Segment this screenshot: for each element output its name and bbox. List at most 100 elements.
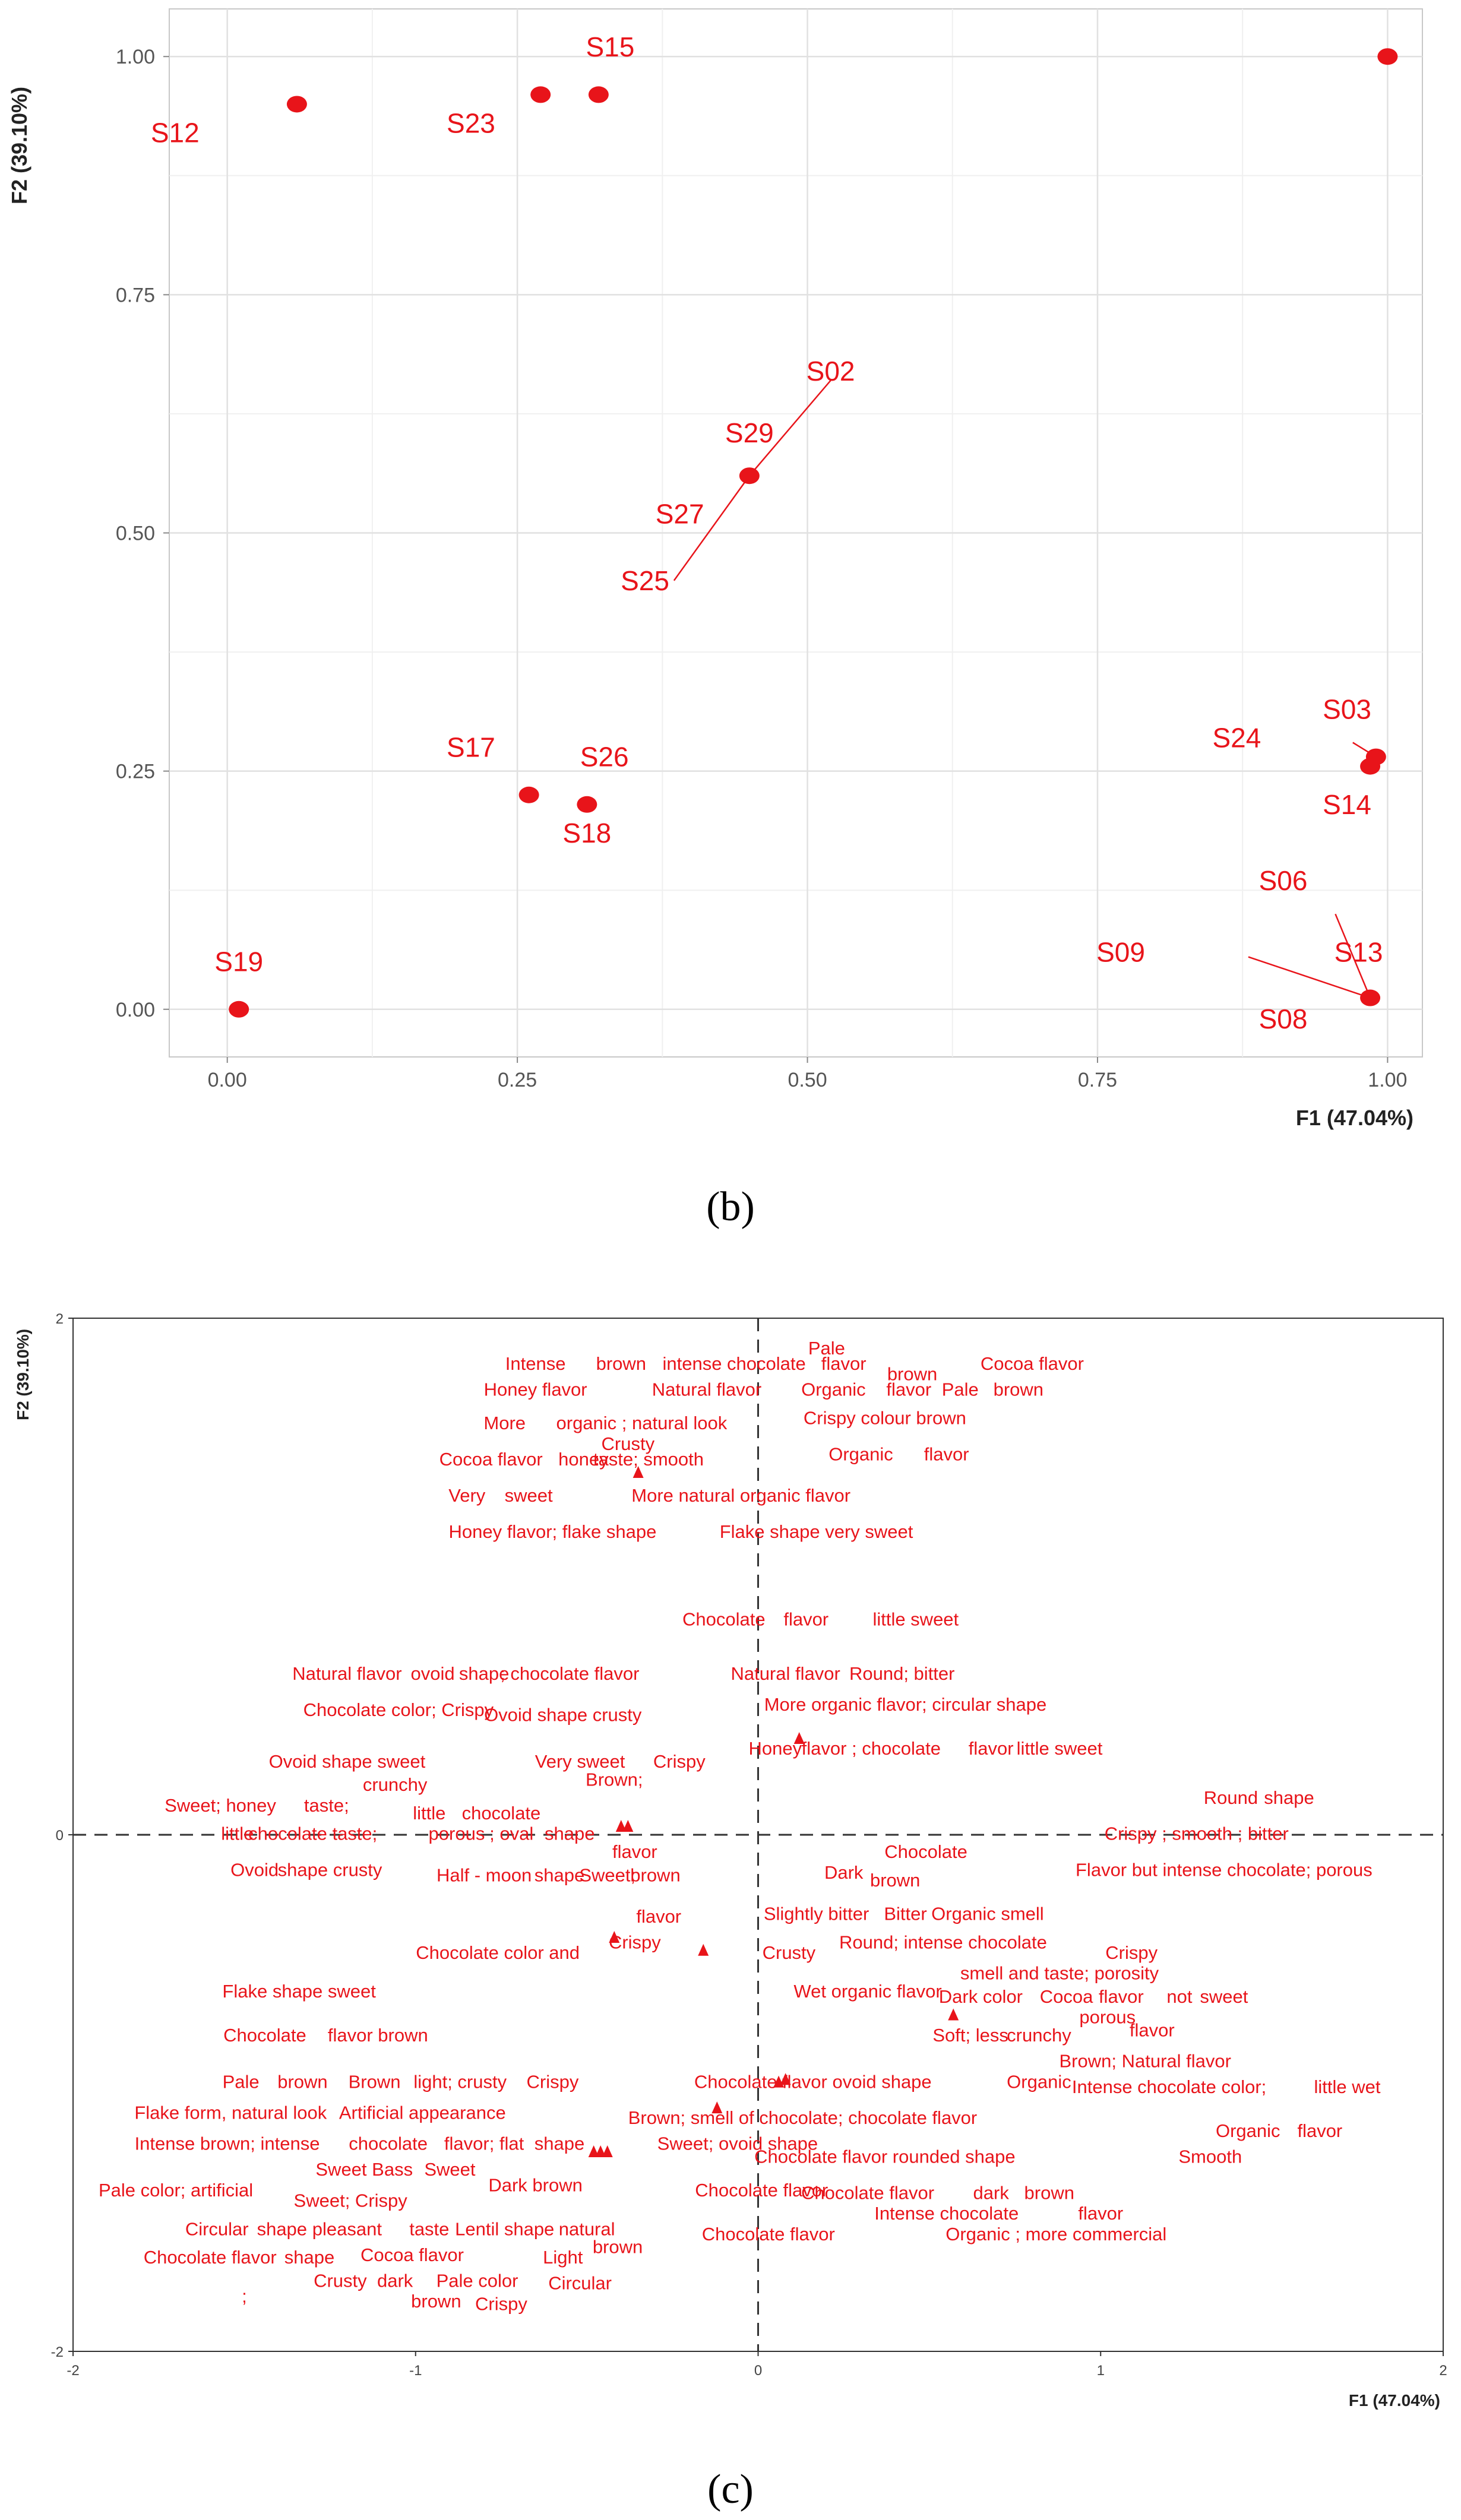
y-tick-label-c: 2 <box>56 1311 64 1327</box>
attribute-label: flavor <box>636 1906 681 1927</box>
attribute-label: Flake shape sweet <box>222 1981 376 2002</box>
attribute-label: flavor ; chocolate <box>802 1738 941 1759</box>
attribute-label: chocolate taste; <box>248 1823 377 1844</box>
panel-label-b: (b) <box>706 1184 755 1230</box>
attribute-label: shape <box>535 2133 584 2154</box>
leader-line <box>748 379 831 477</box>
attribute-label: flavor <box>1078 2203 1123 2224</box>
attribute-label: Circular <box>548 2273 612 2294</box>
point-label: S24 <box>1212 723 1261 754</box>
observation-marker <box>602 2145 613 2158</box>
attribute-label: flavor <box>1099 1986 1144 2007</box>
x-tick-label-c: -2 <box>67 2363 79 2379</box>
attribute-label: Natural flavor <box>292 1663 401 1684</box>
x-axis-label-c: F1 (47.04%) <box>1349 2391 1440 2410</box>
point-label: S25 <box>621 565 669 596</box>
attribute-label: Sweet; ovoid shape <box>657 2133 818 2154</box>
y-tick-label-b: 0.25 <box>116 761 155 783</box>
attribute-label: organic ; natural look <box>556 1413 728 1433</box>
observation-marker <box>633 1466 644 1478</box>
y-tick-label-b: 1.00 <box>116 46 155 68</box>
attribute-label: Organic <box>1216 2120 1280 2141</box>
x-tick-label-b: 0.25 <box>498 1069 537 1091</box>
attribute-label: Very <box>448 1485 486 1506</box>
attribute-label: Lentil shape <box>455 2218 554 2239</box>
attribute-label: little <box>221 1823 254 1844</box>
attribute-label: Intense chocolate color; <box>1072 2076 1266 2097</box>
attribute-label: Cocoa flavor <box>981 1353 1084 1374</box>
attribute-label: ; chocolate flavor <box>500 1663 639 1684</box>
point-label: S19 <box>214 946 263 977</box>
attribute-label: Organic smell <box>931 1904 1044 1924</box>
point-label: S09 <box>1096 937 1145 968</box>
x-tick-label-b: 0.00 <box>208 1069 247 1091</box>
attribute-label: Very sweet <box>535 1751 625 1772</box>
data-point <box>286 96 307 113</box>
attribute-label: shape <box>535 1864 584 1885</box>
attribute-label: brown <box>994 1379 1043 1400</box>
attribute-label: Brown; Natural flavor <box>1060 2051 1231 2072</box>
attribute-label: taste; <box>304 1795 349 1816</box>
attribute-label: chocolate <box>349 2133 428 2154</box>
attribute-label: Sweet <box>424 2159 476 2180</box>
attribute-label: flavor <box>969 1738 1014 1759</box>
attribute-label: brown <box>593 2237 643 2258</box>
attribute-label: dark <box>973 2182 1010 2203</box>
attribute-label: Crusty <box>763 1942 816 1963</box>
attribute-label: Sweet; honey <box>165 1795 276 1816</box>
attribute-label: Pale color <box>437 2270 518 2291</box>
data-point <box>739 467 760 485</box>
attribute-label: flavor <box>612 1841 657 1862</box>
attribute-label: Crispy <box>475 2293 527 2314</box>
attribute-label: Chocolate flavor <box>144 2247 277 2268</box>
attribute-label: dark <box>377 2270 413 2291</box>
point-label: S12 <box>151 118 200 148</box>
attribute-label: pleasant <box>312 2218 382 2239</box>
x-tick-label-c: -1 <box>409 2363 422 2379</box>
attribute-label: Round <box>1204 1787 1258 1808</box>
attribute-label: Brown <box>349 2071 401 2092</box>
observation-marker <box>609 1931 620 1943</box>
point-label: S08 <box>1259 1003 1308 1034</box>
attribute-label: not <box>1166 1986 1192 2007</box>
data-point <box>518 786 539 803</box>
attribute-label: Chocolate color; Crispy <box>303 1699 494 1720</box>
attribute-label: Pale color; artificial <box>99 2180 253 2201</box>
attribute-label: More natural organic flavor <box>631 1485 850 1506</box>
attribute-label: Brown; <box>586 1769 643 1790</box>
attribute-label: Honey flavor <box>484 1379 587 1400</box>
attribute-label: Organic <box>1007 2071 1071 2092</box>
attribute-label: flavor <box>1130 2019 1175 2040</box>
attribute-label: taste; smooth <box>593 1449 704 1470</box>
point-label: S13 <box>1334 937 1383 968</box>
attribute-label: Intense brown; intense <box>135 2133 320 2154</box>
attribute-label: Dark color <box>939 1986 1023 2007</box>
attribute-label: flavor; flat <box>444 2133 524 2154</box>
attribute-label: Cocoa flavor <box>439 1449 543 1470</box>
attribute-label: Bitter <box>884 1904 926 1924</box>
attribute-label: brown <box>887 1363 937 1384</box>
x-tick-label-b: 1.00 <box>1368 1069 1407 1091</box>
attribute-label: shape crusty <box>278 1860 382 1880</box>
attribute-label: Sweet; Crispy <box>294 2190 408 2211</box>
attribute-label: porous <box>1079 2007 1136 2028</box>
attribute-label: brown <box>630 1864 680 1885</box>
attribute-label: flavor brown <box>328 2025 428 2046</box>
point-label: S18 <box>562 818 611 849</box>
attribute-label: Chocolate flavor <box>702 2224 835 2244</box>
leader-line <box>673 475 750 581</box>
leader-line <box>1248 956 1371 999</box>
attribute-label: Natural flavor <box>730 1663 840 1684</box>
data-point <box>530 86 551 103</box>
attribute-label: Flavor but intense chocolate; porous <box>1076 1860 1373 1880</box>
observation-marker <box>711 2101 723 2114</box>
attribute-label: Intense chocolate <box>874 2203 1019 2224</box>
attribute-label: shape <box>545 1823 594 1844</box>
point-label: S15 <box>586 31 634 62</box>
attribute-label: Honey <box>749 1738 802 1759</box>
attribute-label: little <box>413 1803 445 1823</box>
attribute-label: crunchy <box>1007 2025 1071 2046</box>
attribute-label: little wet <box>1314 2076 1381 2097</box>
attribute-label: Brown; smell of chocolate; chocolate fla… <box>628 2107 978 2128</box>
attribute-label: ; oval <box>489 1823 533 1844</box>
